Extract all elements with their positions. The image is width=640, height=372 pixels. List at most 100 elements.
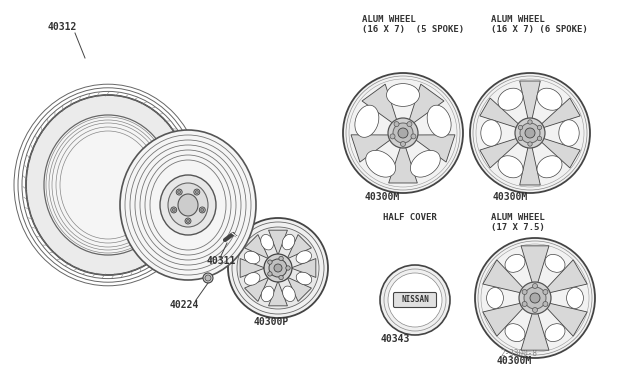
Polygon shape <box>291 259 316 278</box>
Circle shape <box>388 118 418 148</box>
Circle shape <box>172 208 175 211</box>
Text: 40300M: 40300M <box>492 192 527 202</box>
Circle shape <box>538 136 541 141</box>
Polygon shape <box>244 235 269 259</box>
Polygon shape <box>240 259 265 278</box>
Ellipse shape <box>486 288 504 308</box>
Circle shape <box>394 122 399 126</box>
Circle shape <box>279 256 284 261</box>
Circle shape <box>515 118 545 148</box>
Circle shape <box>264 254 292 282</box>
Ellipse shape <box>498 156 523 178</box>
Polygon shape <box>480 98 519 128</box>
Circle shape <box>532 308 538 312</box>
Polygon shape <box>480 138 519 168</box>
Circle shape <box>201 208 204 211</box>
Circle shape <box>532 283 538 289</box>
Polygon shape <box>547 260 587 293</box>
Ellipse shape <box>296 251 312 263</box>
Circle shape <box>518 136 523 141</box>
Ellipse shape <box>44 115 172 255</box>
Ellipse shape <box>387 84 419 106</box>
Circle shape <box>407 122 412 126</box>
Polygon shape <box>483 303 524 336</box>
Circle shape <box>176 189 182 195</box>
Circle shape <box>203 273 213 283</box>
Circle shape <box>543 301 548 307</box>
Polygon shape <box>520 147 540 185</box>
Circle shape <box>522 289 527 295</box>
Text: (16 X 7) (6 SPOKE): (16 X 7) (6 SPOKE) <box>491 25 588 34</box>
Text: ALUM WHEEL: ALUM WHEEL <box>491 213 545 222</box>
Circle shape <box>528 142 532 146</box>
Circle shape <box>268 260 272 264</box>
Text: ALUM WHEEL: ALUM WHEEL <box>362 15 416 24</box>
Text: 40300M: 40300M <box>497 356 532 366</box>
Ellipse shape <box>505 254 525 272</box>
Polygon shape <box>388 147 417 183</box>
Ellipse shape <box>566 288 584 308</box>
Text: 40343: 40343 <box>380 334 410 344</box>
Circle shape <box>519 282 551 314</box>
Ellipse shape <box>537 88 562 110</box>
Ellipse shape <box>178 194 198 216</box>
Ellipse shape <box>260 234 273 250</box>
Text: 40300M: 40300M <box>364 192 399 202</box>
Polygon shape <box>287 235 312 259</box>
Circle shape <box>475 238 595 358</box>
Ellipse shape <box>365 150 396 177</box>
Circle shape <box>274 264 282 272</box>
Circle shape <box>525 128 535 138</box>
Circle shape <box>524 287 546 309</box>
Polygon shape <box>547 303 587 336</box>
Text: 40311: 40311 <box>207 256 236 266</box>
Circle shape <box>398 128 408 138</box>
Ellipse shape <box>537 156 562 178</box>
Ellipse shape <box>168 183 208 227</box>
Circle shape <box>528 120 532 124</box>
Ellipse shape <box>244 251 260 264</box>
Polygon shape <box>287 277 312 301</box>
Ellipse shape <box>545 324 565 341</box>
Polygon shape <box>521 313 549 350</box>
Circle shape <box>470 73 590 193</box>
Ellipse shape <box>261 286 274 302</box>
Circle shape <box>171 207 177 213</box>
Polygon shape <box>269 281 287 306</box>
Circle shape <box>199 207 205 213</box>
Polygon shape <box>409 84 444 123</box>
Text: 2-3300-8: 2-3300-8 <box>500 349 537 358</box>
Polygon shape <box>541 138 580 168</box>
Text: NISSAN: NISSAN <box>401 295 429 305</box>
Polygon shape <box>521 246 549 283</box>
Ellipse shape <box>410 150 440 177</box>
Circle shape <box>518 125 523 130</box>
Circle shape <box>205 275 211 281</box>
Circle shape <box>185 218 191 224</box>
Circle shape <box>522 301 527 307</box>
Circle shape <box>411 134 416 139</box>
Circle shape <box>237 227 319 309</box>
Text: ALUM WHEEL: ALUM WHEEL <box>491 15 545 24</box>
Ellipse shape <box>427 105 451 137</box>
Circle shape <box>228 218 328 318</box>
Circle shape <box>388 273 442 327</box>
Text: 40312: 40312 <box>48 22 77 32</box>
Ellipse shape <box>355 105 379 137</box>
Ellipse shape <box>505 324 525 341</box>
Circle shape <box>286 266 290 270</box>
Circle shape <box>268 272 272 276</box>
Ellipse shape <box>498 88 523 110</box>
Text: 40300P: 40300P <box>254 317 289 327</box>
Circle shape <box>178 190 180 193</box>
Circle shape <box>538 125 541 130</box>
Polygon shape <box>483 260 524 293</box>
Ellipse shape <box>244 273 260 285</box>
Ellipse shape <box>545 254 565 272</box>
Polygon shape <box>244 277 269 301</box>
Text: (17 X 7.5): (17 X 7.5) <box>491 223 545 232</box>
Circle shape <box>195 190 198 193</box>
Circle shape <box>186 219 189 222</box>
Circle shape <box>543 289 548 295</box>
Circle shape <box>393 123 413 143</box>
